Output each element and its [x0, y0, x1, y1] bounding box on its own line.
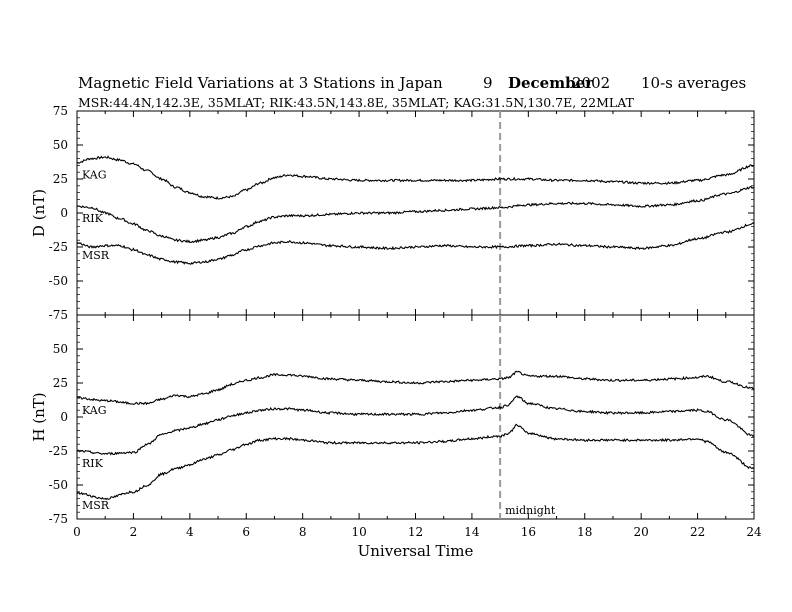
- series-line-top-msr: [76, 222, 755, 266]
- y-tick-label: 0: [60, 206, 68, 220]
- y-tick-label: 0: [60, 410, 68, 424]
- y-tick-label: -50: [49, 274, 68, 288]
- y-tick-label: 25: [53, 376, 68, 390]
- x-tick-label: 16: [521, 525, 536, 539]
- y-axis-label-top: D (nT): [30, 189, 48, 237]
- y-tick-label: -75: [49, 512, 68, 526]
- y-tick-label: 50: [53, 138, 68, 152]
- series-line-top-rik: [76, 186, 755, 244]
- series-label-kag: KAG: [82, 404, 107, 417]
- title-month: December: [508, 74, 594, 92]
- x-tick-label: 2: [130, 525, 138, 539]
- y-tick-label: -75: [49, 308, 68, 322]
- title-averaging: 10-s averages: [641, 74, 747, 92]
- chart-title-line: Magnetic Field Variations at 3 Stations …: [78, 74, 746, 182]
- x-tick-label: 6: [242, 525, 250, 539]
- series-label-rik: RIK: [82, 457, 104, 470]
- x-tick-label: 24: [746, 525, 762, 539]
- series-label-msr: MSR: [82, 249, 110, 262]
- y-tick-label: -50: [49, 478, 68, 492]
- x-tick-label: 4: [186, 525, 194, 539]
- x-tick-label: 22: [690, 525, 705, 539]
- x-tick-label: 18: [577, 525, 592, 539]
- x-tick-label: 20: [634, 525, 649, 539]
- panel-frame-bottom: [76, 314, 755, 520]
- series-line-bottom-kag: [76, 370, 755, 406]
- title-year: 2002: [572, 74, 611, 92]
- x-tick-label: 10: [351, 525, 366, 539]
- series-line-bottom-msr: [76, 423, 755, 501]
- midnight-label: midnight: [505, 504, 556, 517]
- x-tick-label: 8: [299, 525, 307, 539]
- x-axis-label: Universal Time: [358, 542, 474, 560]
- y-tick-label: 50: [53, 342, 68, 356]
- y-tick-label: -25: [49, 444, 68, 458]
- series-label-msr: MSR: [82, 499, 110, 512]
- series-label-kag: KAG: [82, 169, 107, 182]
- y-tick-label: 75: [53, 104, 68, 118]
- chart-subtitle: MSR:44.4N,142.3E, 35MLAT; RIK:43.5N,143.…: [78, 95, 634, 110]
- series-label-rik: RIK: [82, 212, 104, 225]
- y-tick-label: -25: [49, 240, 68, 254]
- series-line-top-kag: [76, 155, 755, 200]
- title-day: 9: [483, 74, 493, 92]
- chart-title: Magnetic Field Variations at 3 Stations …: [78, 74, 443, 92]
- x-tick-label: 0: [73, 525, 81, 539]
- y-tick-label: 25: [53, 172, 68, 186]
- y-axis-label-bottom: H (nT): [30, 392, 48, 441]
- x-tick-label: 12: [408, 525, 423, 539]
- series-line-bottom-rik: [76, 395, 755, 456]
- x-tick-label: 14: [464, 525, 480, 539]
